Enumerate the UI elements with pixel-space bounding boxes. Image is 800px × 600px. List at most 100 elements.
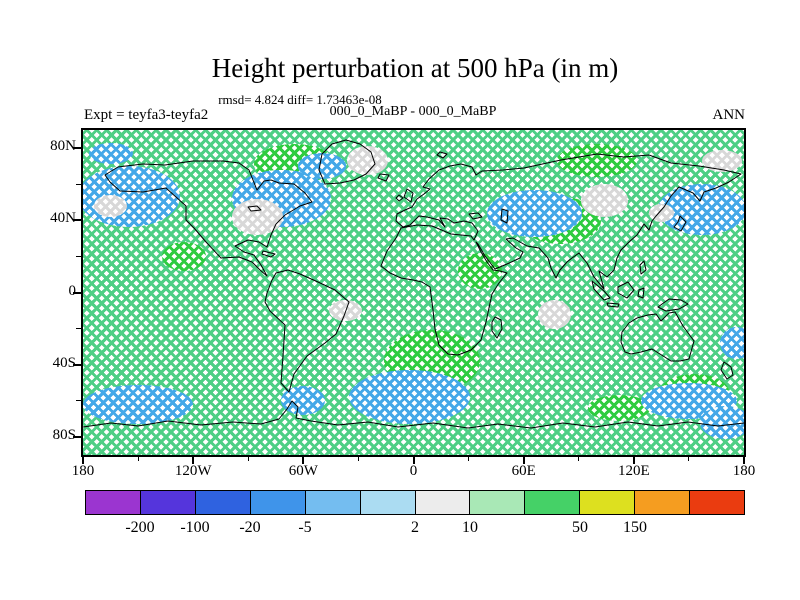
lon-major-tick [632,457,635,464]
coast-madagascar [491,316,503,339]
map-frame [81,128,746,457]
lat-tick-label: 40S [52,354,76,371]
lon-major-tick [302,457,305,464]
lon-tick-label: 0 [409,463,418,479]
lat-tick-label: 80N [50,138,76,155]
coast-britain [403,188,414,203]
colorbar-cell [139,490,196,515]
world-coastlines [83,139,744,429]
lat-minor-tick [76,183,81,185]
anomaly-patch-near_zero [347,146,388,176]
coast-north-america [104,160,313,277]
coast-sumatra [591,280,611,301]
lat-tick-label: 40N [50,210,76,227]
coast-philippines [639,260,647,275]
plot-title: Height perturbation at 500 hPa (in m) [211,53,619,83]
coast-japan [673,215,687,232]
lat-minor-tick [76,400,81,402]
lon-minor-tick [468,457,470,461]
lon-tick-label: 60W [288,463,318,479]
colorbar-cell [634,490,691,515]
anomaly-patch-negative [486,189,583,237]
experiment-label: Expt = teyfa3-teyfa2 [84,107,209,123]
lon-major-tick [192,457,195,464]
anomaly-patch-negative [699,406,744,439]
lat-tick-label: 80S [52,426,76,443]
lon-tick-label: 120W [174,463,212,479]
anomaly-patch-negative [349,370,471,425]
lat-tick-label: 0 [68,282,77,299]
anomaly-patch-near_zero [580,184,629,217]
colorbar-cell [689,490,746,515]
lon-major-tick [82,457,84,464]
anomaly-patch-negative [720,326,744,360]
lon-minor-tick [137,457,139,461]
lat-major-tick [73,363,81,366]
lake-black-sea [468,212,483,220]
lon-tick-label: 120E [617,463,650,479]
colorbar-cell [249,490,306,515]
coast-australia [620,311,695,362]
lat-major-tick [73,435,81,438]
anomaly-patch-near_zero [701,149,743,172]
lon-tick-label: 60E [511,463,536,479]
lon-tick-label: 180 [71,463,95,479]
lon-tick-label: 180 [732,463,756,479]
coast-java [606,302,620,308]
coast-afro-eurasia [380,153,742,356]
coast-south-america [264,269,350,393]
colorbar-tick-label: 10 [462,519,478,536]
colorbar [85,490,746,515]
lat-major-tick [73,219,81,222]
anomaly-patch-near_zero [231,198,284,235]
coast-new-zealand [720,361,734,380]
anomaly-patch-positive [556,144,638,177]
lat-major-tick [73,291,81,294]
colorbar-cell [469,490,526,515]
lat-minor-tick [76,255,81,257]
stats-line: rmsd= 4.824 diff= 1.73463e-08 [218,92,382,107]
colorbar-tick-label: -200 [125,519,155,536]
colorbar-tick-label: 150 [623,519,647,536]
anomaly-patch-positive [161,241,206,271]
colorbar-tick-label: -20 [239,519,261,536]
anomaly-patch-negative [83,384,194,425]
anomaly-patch-negative [88,142,133,165]
colorbar-cell [304,490,361,515]
colorbar-cell [194,490,251,515]
season-label: ANN [712,107,746,123]
colorbar-cell [414,490,471,515]
colorbar-cell [579,490,636,515]
anomaly-patch-negative [297,153,346,179]
comparison-label: 000_0_MaBP - 000_0_MaBP [329,104,497,119]
colorbar-cell [85,490,141,515]
colorbar-tick-label: 2 [411,519,419,536]
colorbar-tick-label: -100 [180,519,210,536]
coast-borneo [617,281,635,299]
colorbar-cell [524,490,581,515]
coast-antarctica [83,400,744,429]
lon-major-tick [412,457,415,464]
colorbar-cell [359,490,416,515]
colorbar-tick-label: -5 [298,519,312,536]
anomaly-patch-positive [587,395,651,421]
lon-minor-tick [247,457,249,461]
coast-ireland [395,194,404,202]
lon-major-tick [522,457,525,464]
coast-greenland [318,139,376,185]
lon-minor-tick [578,457,580,461]
lon-minor-tick [688,457,690,461]
anomaly-patch-near_zero [538,299,572,329]
lake-great-lakes [247,205,262,212]
lon-minor-tick [357,457,359,461]
coast-sulawesi [637,287,645,299]
coast-new-guinea [657,298,689,312]
lat-major-tick [73,147,81,150]
lon-major-tick [743,457,745,464]
lake-caspian [500,208,509,224]
coast-cuba [261,250,276,258]
colorbar-tick-label: 50 [572,519,588,536]
lat-minor-tick [76,328,81,330]
coast-iceland [377,173,390,182]
